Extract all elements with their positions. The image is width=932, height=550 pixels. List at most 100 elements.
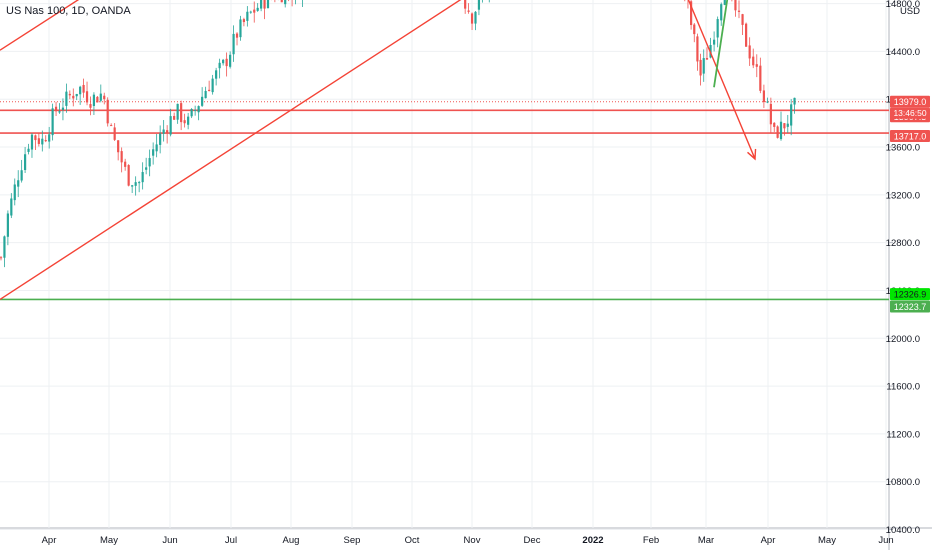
candle xyxy=(280,0,283,3)
candle xyxy=(72,88,75,107)
candle-body xyxy=(180,103,183,123)
candle xyxy=(481,0,483,3)
candle-body xyxy=(37,138,40,144)
candle-body xyxy=(773,122,776,127)
candle xyxy=(723,0,726,6)
candle-body xyxy=(477,0,481,10)
candle-body xyxy=(79,86,82,95)
price-tag-box xyxy=(890,288,930,301)
candle-body xyxy=(723,0,726,5)
horizontal-levels[interactable] xyxy=(0,0,889,301)
candle-body xyxy=(152,149,155,156)
candle-body xyxy=(6,213,9,237)
x-tick-label: Oct xyxy=(405,535,420,546)
candle-body xyxy=(232,33,235,55)
time-axis[interactable]: Apr May Jun Jul Aug Sep Oct Nov Dec 2022 Feb Mar Apr… xyxy=(42,535,894,546)
candle xyxy=(20,159,23,183)
candle-body xyxy=(215,70,218,79)
candle xyxy=(687,0,689,9)
candle-body xyxy=(124,161,127,167)
candle xyxy=(54,101,58,116)
candle xyxy=(187,112,190,130)
candle xyxy=(208,80,211,92)
candle xyxy=(239,15,242,41)
candle xyxy=(769,97,772,134)
candle xyxy=(120,147,123,173)
candle-body xyxy=(110,125,113,127)
currency-label: USD xyxy=(900,6,920,17)
candle-body xyxy=(183,120,186,124)
candle xyxy=(0,256,3,261)
price-axis[interactable]: 18800.018400.018000.017600.017200.016800… xyxy=(886,0,920,536)
candle xyxy=(786,114,789,133)
candle xyxy=(92,92,96,115)
candle-body xyxy=(10,198,13,216)
candle xyxy=(225,52,228,77)
candle-body xyxy=(474,11,477,24)
candle-body xyxy=(242,19,246,23)
x-tick-label: Jun xyxy=(878,535,893,546)
candle-body xyxy=(741,14,744,25)
candle xyxy=(229,51,232,69)
candle xyxy=(51,103,54,141)
candle xyxy=(190,108,193,119)
candle-body xyxy=(65,91,68,106)
candle xyxy=(256,3,259,12)
candle-body xyxy=(17,180,20,187)
price-tag-box xyxy=(890,300,930,313)
candle xyxy=(776,125,779,139)
candle xyxy=(249,10,252,14)
x-tick-label: May xyxy=(100,535,118,546)
price-tag-label: 12323.7 xyxy=(894,302,927,312)
candle xyxy=(152,142,155,165)
trend-drawings[interactable] xyxy=(0,0,757,300)
candle xyxy=(141,162,144,190)
candle-body xyxy=(239,19,242,38)
candle-body xyxy=(253,9,256,13)
candle-body xyxy=(260,0,263,9)
candle-body xyxy=(68,93,71,96)
candle-body xyxy=(766,101,769,103)
candle xyxy=(6,210,9,246)
candle xyxy=(288,0,290,2)
candle xyxy=(173,112,176,120)
candle xyxy=(124,158,127,171)
candle xyxy=(218,58,221,79)
candle xyxy=(291,0,293,7)
candle xyxy=(720,2,723,26)
candle xyxy=(734,0,737,17)
candle-body xyxy=(41,138,44,145)
candle-body xyxy=(176,103,179,120)
candle xyxy=(159,125,162,154)
candle xyxy=(155,133,158,158)
candle xyxy=(117,140,120,161)
candle-body xyxy=(92,94,96,107)
candle-body xyxy=(759,65,762,91)
symbol-title[interactable]: US Nas 100, 1D, OANDA xyxy=(6,5,131,17)
y-tick-label: 10800.0 xyxy=(886,477,920,488)
candle-body xyxy=(117,140,120,153)
candle-body xyxy=(737,10,741,12)
candle-body xyxy=(702,58,705,74)
y-tick-label: 13600.0 xyxy=(886,143,920,154)
candlestick-series xyxy=(0,0,796,268)
candle-body xyxy=(85,91,89,103)
candle xyxy=(138,180,141,193)
candle-body xyxy=(162,129,165,134)
price-tag-label: 13717.0 xyxy=(894,132,927,142)
candle xyxy=(762,84,765,108)
downtrend-line xyxy=(687,0,756,160)
candle-body xyxy=(204,90,207,99)
candle-body xyxy=(720,4,723,21)
candle xyxy=(96,96,99,103)
x-tick-label: Sep xyxy=(344,535,361,546)
candle xyxy=(263,0,266,20)
x-tick-label: Dec xyxy=(524,535,541,546)
candle xyxy=(232,25,235,62)
candle-body xyxy=(208,89,211,92)
y-tick-label: 12800.0 xyxy=(886,238,920,249)
candle xyxy=(169,108,172,137)
y-tick-label: 12000.0 xyxy=(886,334,920,345)
candle xyxy=(27,143,30,155)
